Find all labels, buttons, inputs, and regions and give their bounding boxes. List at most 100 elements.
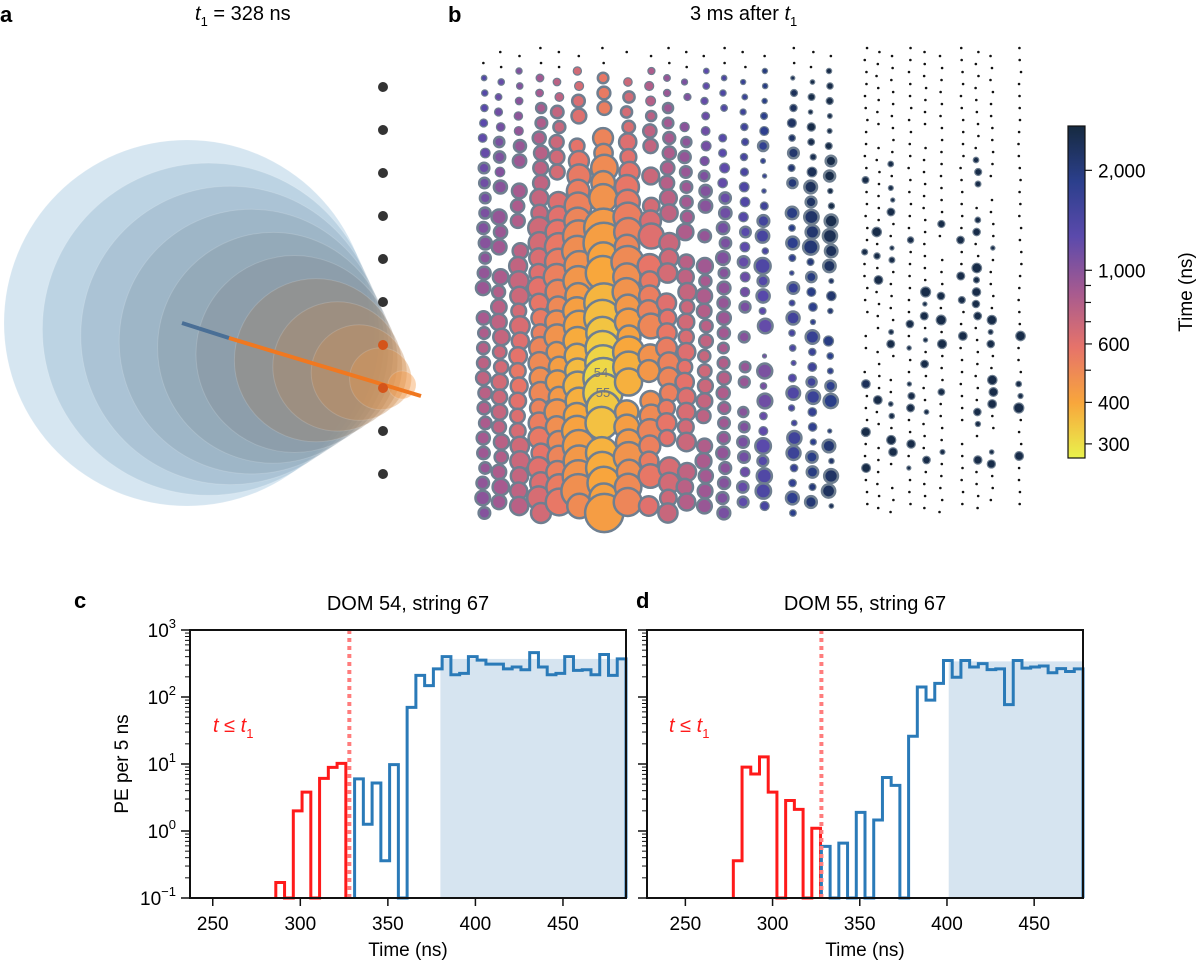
- dom-marker-hit: [717, 205, 733, 221]
- y-tick-label: 101: [148, 750, 176, 776]
- dom-marker-unhit: [877, 122, 880, 126]
- dom-marker-hit: [677, 253, 696, 271]
- dom-marker-unhit: [961, 118, 965, 122]
- dom-marker-hit: [698, 273, 713, 289]
- dom-marker-hit: [804, 270, 818, 284]
- dom-marker-hit: [790, 75, 796, 81]
- dom-marker-unhit: [961, 70, 964, 74]
- dom-marker: [378, 168, 388, 178]
- dom-marker-unhit: [1018, 106, 1021, 110]
- dom-marker-hit: [787, 163, 796, 173]
- dom-marker-hit: [860, 426, 871, 438]
- dom-marker-unhit: [962, 310, 965, 314]
- dom-marker-hit: [697, 332, 715, 350]
- dom-marker-hit: [987, 329, 994, 335]
- dom-marker-hit: [570, 93, 587, 109]
- dom-marker-hit: [570, 107, 588, 125]
- dom-marker-unhit: [908, 262, 912, 266]
- dom-marker-hit: [475, 340, 491, 356]
- dom-marker-unhit: [991, 126, 994, 130]
- dom-marker-hit: [548, 163, 566, 181]
- dom-marker-hit: [475, 430, 492, 446]
- dom-marker-unhit: [863, 154, 867, 158]
- dom-marker-hit: [804, 329, 821, 345]
- dom-marker-hit: [861, 248, 869, 256]
- dom-marker-hit: [675, 222, 695, 242]
- dom-marker-hit: [886, 339, 896, 349]
- dom-marker-hit: [644, 109, 658, 123]
- dom-marker-unhit: [977, 50, 980, 54]
- panel-a: a t1 = 328 ns: [0, 2, 422, 507]
- dom-marker-unhit: [865, 394, 869, 398]
- y-axis-label: PE per 5 ns: [112, 714, 133, 813]
- dom-marker-unhit: [792, 61, 796, 65]
- dom-marker-hit: [736, 254, 751, 270]
- dom-marker-unhit: [744, 65, 747, 69]
- dom-marker-hit: [803, 494, 819, 510]
- dom-marker-hit: [808, 347, 817, 357]
- dom-marker-hit: [827, 202, 836, 210]
- dom-marker-unhit: [877, 422, 880, 426]
- dom-marker-hit: [739, 241, 751, 253]
- dom-marker-hit: [737, 330, 751, 344]
- dom-marker-unhit: [924, 350, 927, 354]
- dom-marker-hit: [804, 223, 821, 241]
- dom-marker-unhit: [877, 362, 881, 366]
- dom-marker-hit: [808, 482, 817, 492]
- dom-marker-unhit: [909, 202, 913, 206]
- dom-marker-unhit: [907, 118, 911, 122]
- dom-marker-hit: [718, 133, 728, 143]
- dom-marker-hit: [478, 461, 493, 475]
- x-tick-label: 350: [372, 914, 404, 935]
- panel-a-title: t1 = 328 ns: [195, 3, 291, 29]
- dom-marker-unhit: [908, 94, 912, 98]
- dom-marker-hit: [807, 422, 818, 432]
- dom-marker-hit: [531, 130, 547, 146]
- dom-marker-hit: [662, 88, 672, 98]
- dom-marker-unhit: [667, 46, 670, 50]
- y-tick-label: 103: [148, 616, 176, 642]
- dom-marker-hit: [805, 450, 819, 464]
- dom-marker-hit: [509, 407, 526, 425]
- dom-marker-hit: [736, 495, 750, 509]
- dom-marker-hit: [956, 235, 965, 245]
- dom-marker-unhit: [557, 50, 561, 54]
- dom-marker-hit: [759, 201, 769, 211]
- dom-marker-hit: [696, 363, 713, 379]
- hit-dom-marker: [378, 340, 388, 350]
- dom-marker-hit: [497, 78, 506, 86]
- dom-marker-unhit: [940, 138, 944, 142]
- dom-marker-hit: [755, 288, 771, 304]
- dom-marker-unhit: [989, 78, 992, 82]
- dom-marker-unhit: [976, 494, 980, 498]
- dom-marker-hit: [922, 455, 931, 465]
- x-tick-label: 250: [670, 914, 702, 935]
- dom-marker-hit: [573, 80, 585, 92]
- dom-marker-unhit: [990, 306, 994, 310]
- dom-marker-hit: [715, 490, 730, 506]
- dom-marker-hit: [717, 400, 732, 416]
- chart-title: DOM 55, string 67: [784, 593, 946, 615]
- dom-marker-hit: [717, 416, 732, 430]
- dom-marker-hit: [613, 367, 644, 397]
- dom-marker-hit: [919, 311, 929, 321]
- dom-marker-hit: [534, 115, 549, 131]
- light-sphere: [195, 255, 394, 453]
- dom-marker-unhit: [863, 454, 867, 458]
- dom-marker-hit: [803, 179, 819, 195]
- dom-marker-unhit: [892, 498, 895, 502]
- dom-marker-hit: [736, 449, 752, 465]
- dom-marker-hit: [548, 133, 565, 151]
- dom-marker-hit: [490, 284, 507, 300]
- dom-marker-unhit: [1018, 118, 1022, 122]
- x-tick-label: 400: [931, 914, 963, 935]
- dom-marker-unhit: [922, 74, 926, 78]
- dom-marker-unhit: [539, 61, 543, 65]
- dom-marker-hit: [809, 79, 816, 85]
- dom-marker-hit: [494, 166, 506, 178]
- dom-marker-hit: [738, 211, 749, 223]
- dom-marker-hit: [788, 253, 797, 263]
- dom-marker-unhit: [863, 298, 867, 302]
- dom-marker-unhit: [940, 330, 943, 334]
- dom-marker-hit: [700, 126, 711, 136]
